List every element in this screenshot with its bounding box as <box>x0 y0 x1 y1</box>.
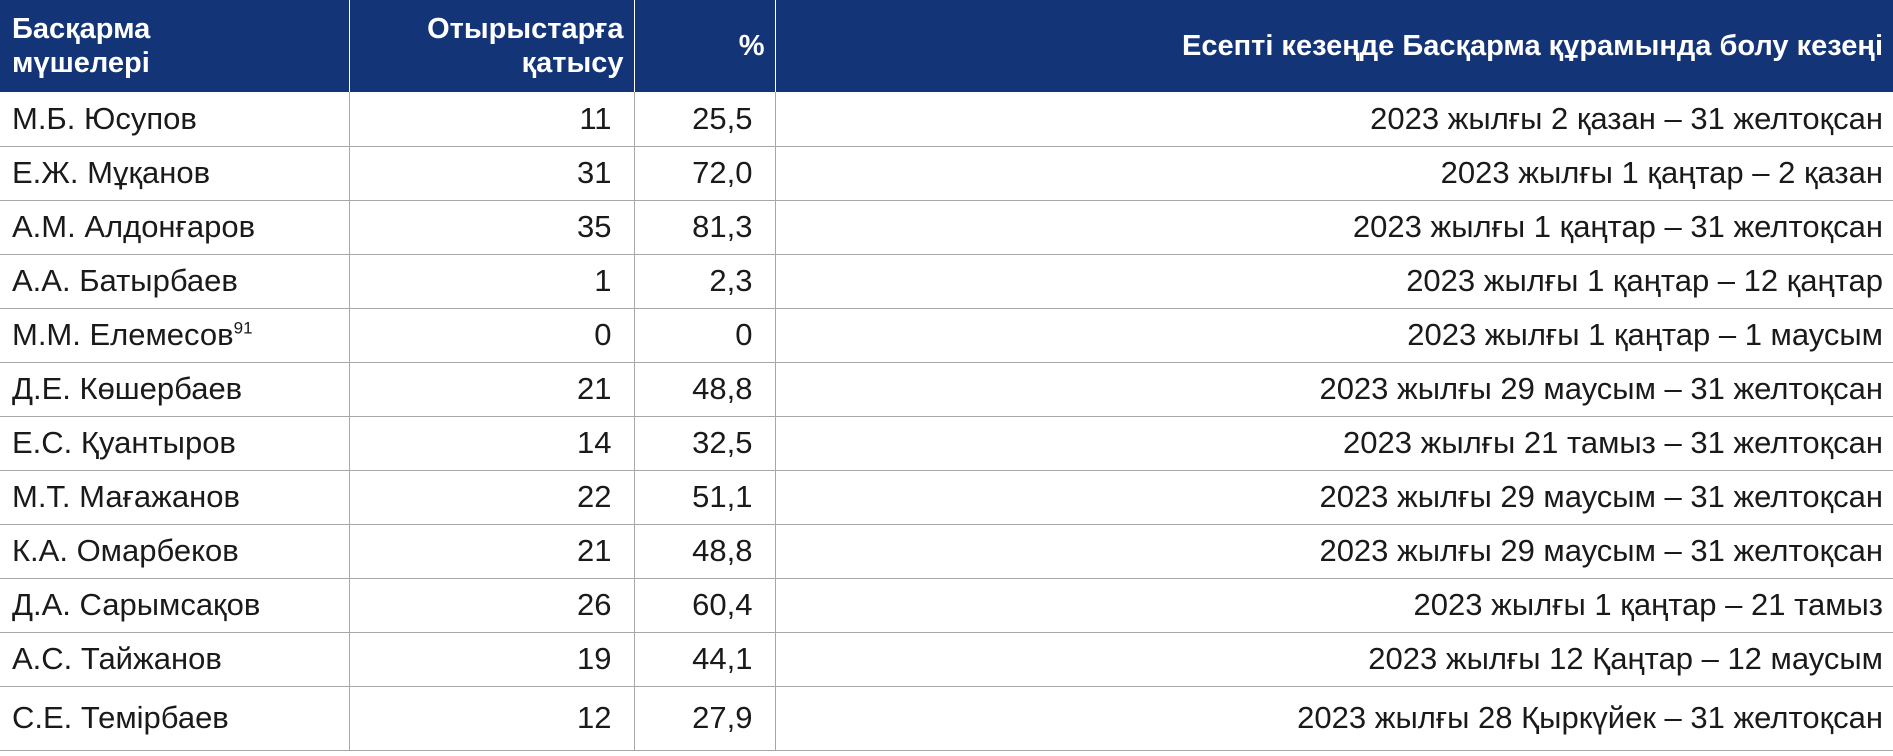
membership-period: 2023 жылғы 1 қаңтар – 31 желтоқсан <box>775 200 1893 255</box>
header-membership-period: Есепті кезеңде Басқарма құрамында болу к… <box>775 0 1893 92</box>
member-name: С.Е. Темірбаев <box>12 700 229 735</box>
attendance-percent: 48,8 <box>634 362 776 417</box>
table-row: Д.Е. Көшербаев 21 48,8 2023 жылғы 29 мау… <box>0 362 1893 417</box>
attendance-percent: 72,0 <box>634 146 776 201</box>
attendance-count: 12 <box>349 686 635 751</box>
member-name: М.Т. Мағажанов <box>12 479 240 514</box>
footnote-marker: 91 <box>233 318 253 338</box>
membership-period: 2023 жылғы 2 қазан – 31 желтоқсан <box>775 92 1893 147</box>
attendance-count: 22 <box>349 470 635 525</box>
member-name-cell: А.С. Тайжанов <box>0 632 350 687</box>
member-name: К.А. Омарбеков <box>12 533 239 568</box>
membership-period: 2023 жылғы 1 қаңтар – 21 тамыз <box>775 578 1893 633</box>
attendance-percent: 60,4 <box>634 578 776 633</box>
attendance-percent: 25,5 <box>634 92 776 147</box>
member-name: Е.Ж. Мұқанов <box>12 155 211 190</box>
attendance-count: 14 <box>349 416 635 471</box>
attendance-count: 19 <box>349 632 635 687</box>
header-attendance-line1: Отырыстарға <box>427 13 624 45</box>
attendance-count: 35 <box>349 200 635 255</box>
member-name-cell: С.Е. Темірбаев <box>0 686 350 751</box>
table-row: Е.С. Қуантыров 14 32,5 2023 жылғы 21 там… <box>0 416 1893 471</box>
attendance-percent: 51,1 <box>634 470 776 525</box>
member-name-cell: Д.Е. Көшербаев <box>0 362 350 417</box>
member-name-cell: Е.Ж. Мұқанов <box>0 146 350 201</box>
header-attendance: Отырыстарға қатысу <box>349 0 635 92</box>
header-percent: % <box>634 0 776 92</box>
header-board-members: Басқарма мүшелері <box>0 0 350 92</box>
membership-period: 2023 жылғы 29 маусым – 31 желтоқсан <box>775 470 1893 525</box>
member-name-cell: М.М. Елемесов91 <box>0 308 350 363</box>
attendance-percent: 2,3 <box>634 254 776 309</box>
membership-period: 2023 жылғы 12 Қаңтар – 12 маусым <box>775 632 1893 687</box>
member-name: А.А. Батырбаев <box>12 263 238 298</box>
attendance-percent: 27,9 <box>634 686 776 751</box>
attendance-percent: 32,5 <box>634 416 776 471</box>
table-row: М.Б. Юсупов 11 25,5 2023 жылғы 2 қазан –… <box>0 92 1893 147</box>
header-row: Басқарма мүшелері Отырыстарға қатысу % Е… <box>0 0 1893 92</box>
member-name-cell: Е.С. Қуантыров <box>0 416 350 471</box>
member-name-cell: А.М. Алдонғаров <box>0 200 350 255</box>
membership-period: 2023 жылғы 28 Қыркүйек – 31 желтоқсан <box>775 686 1893 751</box>
member-name: А.С. Тайжанов <box>12 641 222 676</box>
member-name: М.Б. Юсупов <box>12 100 197 136</box>
member-name-cell: М.Б. Юсупов <box>0 92 350 147</box>
header-attendance-line2: қатысу <box>521 47 624 79</box>
table-body: М.Б. Юсупов 11 25,5 2023 жылғы 2 қазан –… <box>0 92 1893 751</box>
member-name-cell: К.А. Омарбеков <box>0 524 350 579</box>
member-name: Д.Е. Көшербаев <box>12 371 243 406</box>
attendance-percent: 0 <box>634 308 776 363</box>
attendance-count: 1 <box>349 254 635 309</box>
attendance-count: 26 <box>349 578 635 633</box>
membership-period: 2023 жылғы 29 маусым – 31 желтоқсан <box>775 362 1893 417</box>
table-row: К.А. Омарбеков 21 48,8 2023 жылғы 29 мау… <box>0 524 1893 579</box>
attendance-percent: 48,8 <box>634 524 776 579</box>
membership-period: 2023 жылғы 21 тамыз – 31 желтоқсан <box>775 416 1893 471</box>
table-row: А.С. Тайжанов 19 44,1 2023 жылғы 12 Қаңт… <box>0 632 1893 687</box>
membership-period: 2023 жылғы 1 қаңтар – 2 қазан <box>775 146 1893 201</box>
membership-period: 2023 жылғы 1 қаңтар – 1 маусым <box>775 308 1893 363</box>
attendance-count: 11 <box>349 92 635 147</box>
member-name: А.М. Алдонғаров <box>12 209 256 244</box>
table-row: М.М. Елемесов91 0 0 2023 жылғы 1 қаңтар … <box>0 308 1893 363</box>
member-name: Е.С. Қуантыров <box>12 425 236 460</box>
attendance-percent: 44,1 <box>634 632 776 687</box>
member-name-cell: А.А. Батырбаев <box>0 254 350 309</box>
header-board-members-line2: мүшелері <box>12 47 150 79</box>
attendance-count: 31 <box>349 146 635 201</box>
attendance-percent: 81,3 <box>634 200 776 255</box>
member-name: М.М. Елемесов <box>12 317 234 352</box>
attendance-count: 0 <box>349 308 635 363</box>
table-header: Басқарма мүшелері Отырыстарға қатысу % Е… <box>0 0 1893 92</box>
table-row: С.Е. Темірбаев 12 27,9 2023 жылғы 28 Қыр… <box>0 686 1893 751</box>
header-board-members-line1: Басқарма <box>12 13 151 45</box>
membership-period: 2023 жылғы 1 қаңтар – 12 қаңтар <box>775 254 1893 309</box>
member-name: Д.А. Сарымсақов <box>12 587 261 622</box>
table-row: А.М. Алдонғаров 35 81,3 2023 жылғы 1 қаң… <box>0 200 1893 255</box>
table-row: Е.Ж. Мұқанов 31 72,0 2023 жылғы 1 қаңтар… <box>0 146 1893 201</box>
member-name-cell: Д.А. Сарымсақов <box>0 578 350 633</box>
attendance-count: 21 <box>349 524 635 579</box>
attendance-count: 21 <box>349 362 635 417</box>
member-name-cell: М.Т. Мағажанов <box>0 470 350 525</box>
table-row: Д.А. Сарымсақов 26 60,4 2023 жылғы 1 қаң… <box>0 578 1893 633</box>
table-row: А.А. Батырбаев 1 2,3 2023 жылғы 1 қаңтар… <box>0 254 1893 309</box>
table-row: М.Т. Мағажанов 22 51,1 2023 жылғы 29 мау… <box>0 470 1893 525</box>
membership-period: 2023 жылғы 29 маусым – 31 желтоқсан <box>775 524 1893 579</box>
